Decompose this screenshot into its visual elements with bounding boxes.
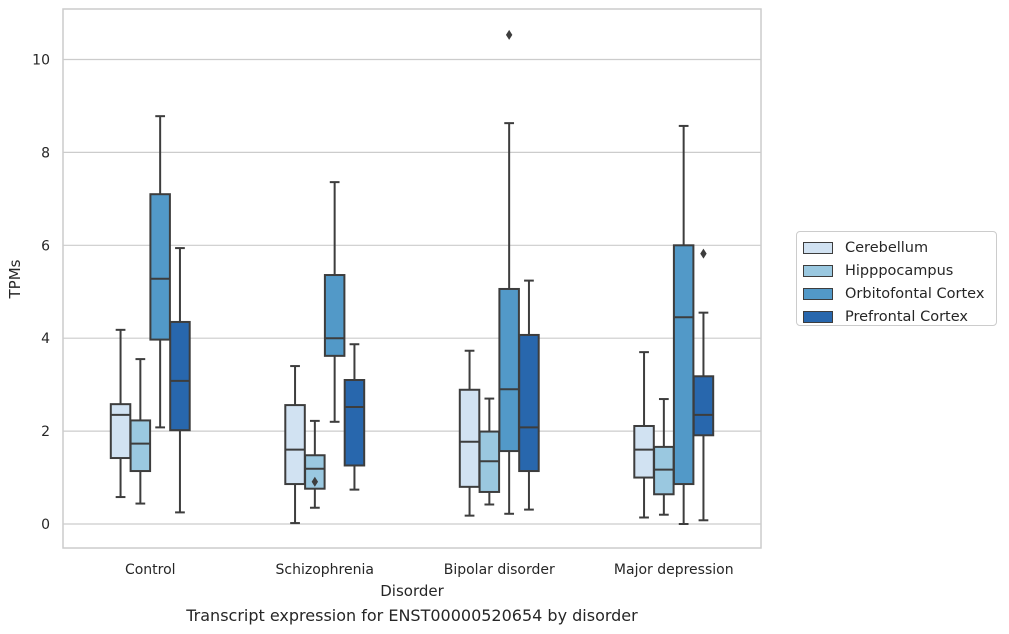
box-iqr [169,320,191,432]
box-iqr [692,375,715,437]
box-orbitofontal-cortex [149,115,171,429]
box-hipppocampus [304,419,326,509]
legend-label: Cerebellum [845,239,929,256]
outlier-point [700,248,707,259]
x-tick-labels: Control Schizophrenia Bipolar disorder Majo… [125,562,734,578]
x-tick-label: Major depression [614,562,734,578]
box-iqr [304,454,326,490]
y-tick-label: 4 [41,331,50,347]
legend-swatch [803,287,833,300]
outlier-point [505,29,513,40]
x-axis-title: Disorder [380,582,444,600]
x-tick-label: Control [125,562,176,578]
legend-label: Hipppocampus [845,262,954,279]
box-iqr [343,379,366,467]
legend-item: Prefrontal Cortex [803,305,996,328]
legend-item: Orbitofontal Cortex [803,282,996,305]
box-cerebellum [458,349,481,517]
box-orbitofontal-cortex [672,124,695,525]
legend-swatch [803,264,833,277]
legend-swatch [803,241,833,254]
legend-item: Hipppocampus [803,259,996,282]
outlier-point [311,476,319,487]
box-hipppocampus [478,397,501,506]
box-iqr [498,287,520,453]
box-prefrontal-cortex [343,343,366,491]
box-iqr [323,274,346,357]
box-prefrontal-cortex [169,247,191,514]
y-tick-labels: 0 2 4 6 8 10 [32,53,50,534]
box-orbitofontal-cortex [323,181,346,423]
box-hipppocampus [129,358,152,505]
y-tick-label: 2 [41,424,50,440]
box-hipppocampus [653,398,675,516]
y-axis-title: TPMs [6,259,24,299]
y-tick-label: 10 [32,53,50,69]
figure-caption: Transcript expression for ENST0000052065… [186,606,638,625]
box-iqr [109,403,132,460]
legend-item: Cerebellum [803,236,996,259]
box-iqr [672,244,695,486]
box-iqr [284,404,306,486]
box-iqr [129,419,152,473]
box-cerebellum [284,365,306,525]
x-tick-label: Bipolar disorder [444,562,555,578]
x-tick-label: Schizophrenia [276,562,374,578]
legend-label: Prefrontal Cortex [845,308,968,325]
box-iqr [633,424,655,479]
box-prefrontal-cortex [692,248,715,522]
box-plot-series [109,29,715,525]
box-iqr [149,193,171,341]
y-tick-label: 0 [41,517,50,533]
legend-swatch [803,310,833,323]
plot-frame [62,8,762,549]
y-tick-label: 6 [41,238,50,254]
box-cerebellum [109,328,132,499]
box-cerebellum [633,351,655,519]
y-tick-label: 8 [41,145,50,161]
legend: Cerebellum Hipppocampus Orbitofontal Corte… [796,231,997,326]
legend-label: Orbitofontal Cortex [845,285,985,302]
box-iqr [518,333,540,473]
box-prefrontal-cortex [518,279,540,511]
box-orbitofontal-cortex [498,29,520,515]
box-iqr [458,388,481,488]
